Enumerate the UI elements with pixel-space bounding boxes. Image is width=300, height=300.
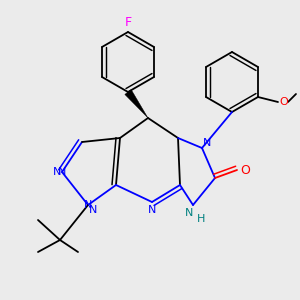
Text: O: O: [240, 164, 250, 176]
Text: N: N: [148, 205, 156, 215]
Text: N: N: [89, 205, 97, 215]
Text: N: N: [185, 208, 193, 218]
Text: N: N: [58, 167, 66, 177]
Text: N: N: [84, 200, 92, 210]
Text: N: N: [53, 167, 61, 177]
Text: O: O: [280, 97, 288, 107]
Text: N: N: [203, 138, 211, 148]
Text: H: H: [197, 214, 205, 224]
Text: F: F: [124, 16, 132, 28]
Polygon shape: [125, 90, 148, 118]
